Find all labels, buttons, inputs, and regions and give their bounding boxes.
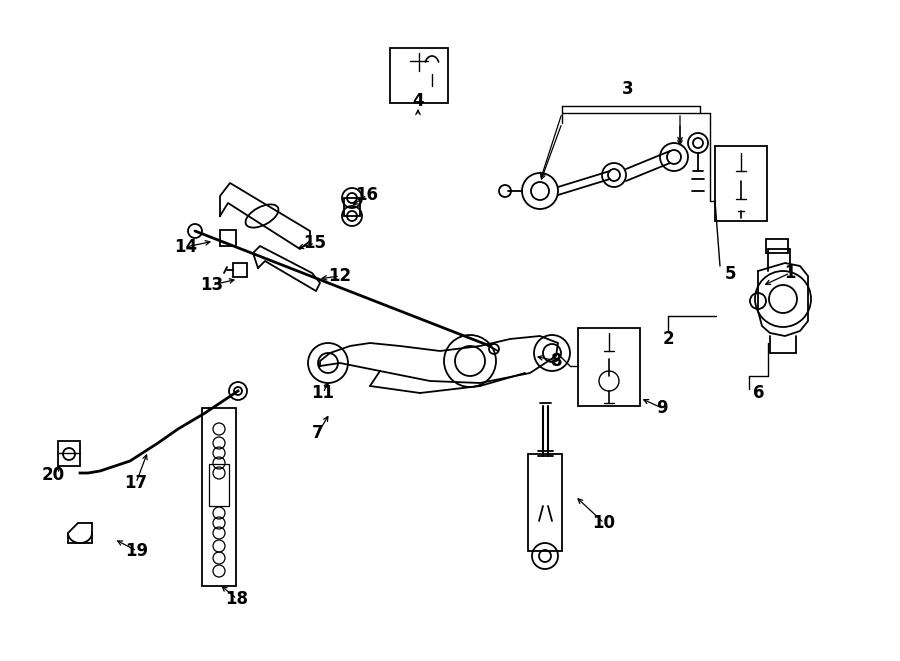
Text: 7: 7 xyxy=(312,424,324,442)
Bar xyxy=(528,454,562,551)
Text: 15: 15 xyxy=(303,234,327,252)
Text: 18: 18 xyxy=(226,590,248,608)
Text: 12: 12 xyxy=(328,267,352,285)
Text: 13: 13 xyxy=(201,276,223,294)
Text: 5: 5 xyxy=(725,265,736,283)
Bar xyxy=(220,230,236,246)
Bar xyxy=(344,198,360,216)
Text: 6: 6 xyxy=(753,384,764,402)
Text: 10: 10 xyxy=(592,514,616,532)
Text: 14: 14 xyxy=(175,238,198,256)
Text: 19: 19 xyxy=(125,542,148,560)
Text: 2: 2 xyxy=(662,330,674,348)
Text: 20: 20 xyxy=(41,466,65,484)
Text: 3: 3 xyxy=(622,80,634,98)
Bar xyxy=(209,464,229,506)
Text: 9: 9 xyxy=(656,399,668,417)
Text: 11: 11 xyxy=(311,384,335,402)
Text: 1: 1 xyxy=(784,264,796,282)
Bar xyxy=(233,263,247,277)
Text: 17: 17 xyxy=(124,474,148,492)
Bar xyxy=(766,239,788,253)
Text: 16: 16 xyxy=(356,186,379,204)
Bar xyxy=(58,441,80,466)
Text: 8: 8 xyxy=(551,352,562,370)
Bar xyxy=(578,328,640,406)
Text: 4: 4 xyxy=(412,92,424,110)
Bar xyxy=(390,48,448,103)
Bar xyxy=(715,146,767,221)
Bar xyxy=(202,408,236,586)
